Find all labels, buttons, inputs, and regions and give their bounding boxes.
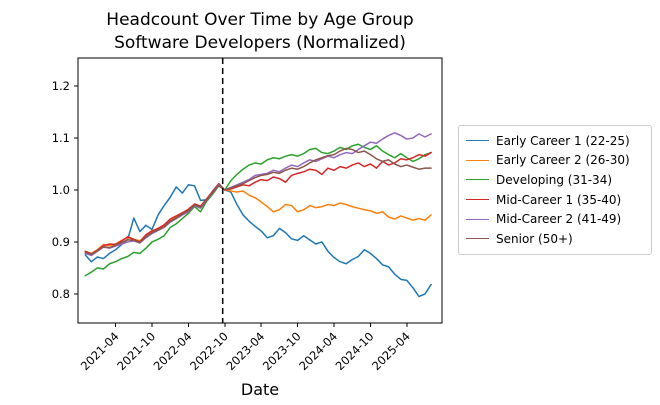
x-tick-label: 2024-10 [333,329,377,373]
legend-item-early-career-1-22-25: Early Career 1 (22-25) [466,131,645,151]
legend-label: Early Career 2 (26-30) [496,153,630,168]
series-line-developing-31-34 [84,143,432,277]
legend-item-mid-career-2-41-49: Mid-Career 2 (41-49) [466,209,645,229]
legend-item-mid-career-1-35-40: Mid-Career 1 (35-40) [466,190,645,210]
plot-border [77,57,443,324]
legend-label: Early Career 1 (22-25) [496,133,630,148]
x-tick-label: 2023-04 [223,329,267,373]
chart-title: Headcount Over Time by Age Group Softwar… [78,9,442,55]
legend-label: Senior (50+) [496,231,573,246]
x-tick-label: 2022-04 [151,329,195,373]
chart-title-line1: Headcount Over Time by Age Group [106,10,414,30]
series-line-early-career-2-26-30 [84,185,432,255]
legend-item-senior-50: Senior (50+) [466,229,645,249]
x-tick-label: 2025-04 [369,329,413,373]
legend-item-developing-31-34: Developing (31-34) [466,170,645,190]
legend-line-sample [466,238,489,240]
legend-line-sample [466,218,489,220]
series-line-early-career-1-22-25 [84,183,432,298]
chart-title-line2: Software Developers (Normalized) [114,33,406,53]
x-tick-label: 2021-10 [114,329,158,373]
legend-line-sample [466,159,489,161]
x-tick-label: 2024-04 [296,329,340,373]
legend-item-early-career-2-26-30: Early Career 2 (26-30) [466,151,645,171]
x-tick-label: 2023-10 [260,329,304,373]
legend-label: Developing (31-34) [496,172,613,187]
legend-label: Mid-Career 2 (41-49) [496,212,622,227]
legend-line-sample [466,140,489,142]
y-tick-label: 1.2 [52,79,70,93]
y-tick-label: 0.8 [52,287,70,301]
x-tick-label: 2021-04 [78,329,122,373]
series-line-mid-career-1-35-40 [84,151,432,255]
x-tick-label: 2022-10 [187,329,231,373]
legend: Early Career 1 (22-25) Early Career 2 (26… [458,125,652,255]
series-line-senior-50 [84,147,432,256]
y-tick-label: 1.0 [52,183,70,197]
legend-line-sample [466,199,489,201]
y-tick-label: 0.9 [52,235,70,249]
legend-label: Mid-Career 1 (35-40) [496,192,622,207]
legend-line-sample [466,179,489,181]
x-axis-label: Date [240,380,280,399]
y-tick-label: 1.1 [52,131,70,145]
series-line-mid-career-2-41-49 [84,132,432,257]
